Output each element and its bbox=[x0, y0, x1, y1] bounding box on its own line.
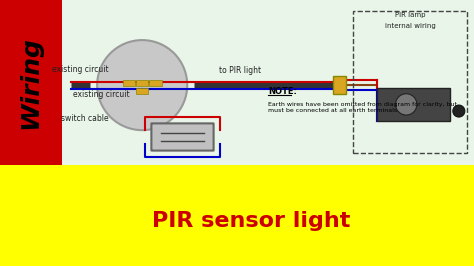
Text: to PIR light: to PIR light bbox=[219, 66, 262, 75]
Text: PIR sensor light: PIR sensor light bbox=[152, 211, 350, 231]
Bar bbox=[62, 0, 474, 165]
Bar bbox=[353, 11, 467, 153]
Text: existing circuit: existing circuit bbox=[52, 65, 109, 74]
Text: NOTE:: NOTE: bbox=[268, 88, 297, 97]
Text: switch cable: switch cable bbox=[62, 114, 109, 123]
Text: Wiring: Wiring bbox=[19, 36, 43, 129]
Bar bbox=[0, 0, 62, 165]
Bar bbox=[377, 88, 450, 121]
Circle shape bbox=[453, 105, 465, 117]
Circle shape bbox=[396, 94, 417, 115]
Bar bbox=[123, 80, 135, 86]
Text: PIR lamp: PIR lamp bbox=[395, 12, 425, 18]
FancyBboxPatch shape bbox=[151, 123, 214, 151]
Text: existing circuit: existing circuit bbox=[73, 90, 130, 99]
Text: internal wiring: internal wiring bbox=[384, 23, 436, 29]
Bar bbox=[149, 80, 162, 86]
Bar bbox=[136, 88, 148, 94]
Bar bbox=[136, 80, 148, 86]
Text: Earth wires have been omitted from diagram for clarity, but
must be connected at: Earth wires have been omitted from diagr… bbox=[268, 102, 457, 113]
Bar bbox=[0, 165, 474, 266]
Circle shape bbox=[97, 40, 187, 130]
Bar bbox=[333, 76, 346, 94]
